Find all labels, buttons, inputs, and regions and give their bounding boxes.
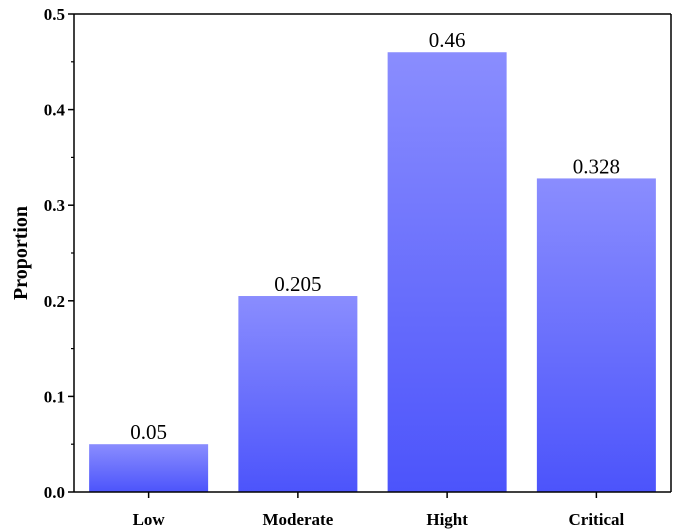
y-ticks-group: 0.0 0.1 0.2 0.3 0.4 0.5 [44, 5, 74, 502]
data-labels-group: 0.05 0.205 0.46 0.328 [130, 28, 620, 444]
data-label-critical: 0.328 [573, 154, 620, 178]
x-labels-group: Low Moderate Hight Critical [133, 492, 625, 529]
y-tick-label: 0.1 [44, 387, 65, 406]
bar-moderate [238, 296, 358, 492]
bar-low [89, 444, 209, 492]
x-tick-label-critical: Critical [569, 510, 625, 529]
y-tick-label: 0.2 [44, 292, 65, 311]
bar-critical [536, 178, 656, 492]
y-tick-label: 0.5 [44, 5, 65, 24]
bar-hight [387, 52, 507, 493]
y-tick-label: 0.0 [44, 483, 65, 502]
data-label-moderate: 0.205 [274, 272, 321, 296]
y-tick-label: 0.4 [44, 101, 66, 120]
x-tick-label-hight: Hight [426, 510, 468, 529]
data-label-hight: 0.46 [429, 28, 466, 52]
x-tick-label-moderate: Moderate [262, 510, 333, 529]
bars-group [89, 52, 656, 493]
y-axis-title: Proportion [10, 206, 32, 300]
data-label-low: 0.05 [130, 420, 167, 444]
x-tick-label-low: Low [133, 510, 166, 529]
y-tick-label: 0.3 [44, 196, 65, 215]
